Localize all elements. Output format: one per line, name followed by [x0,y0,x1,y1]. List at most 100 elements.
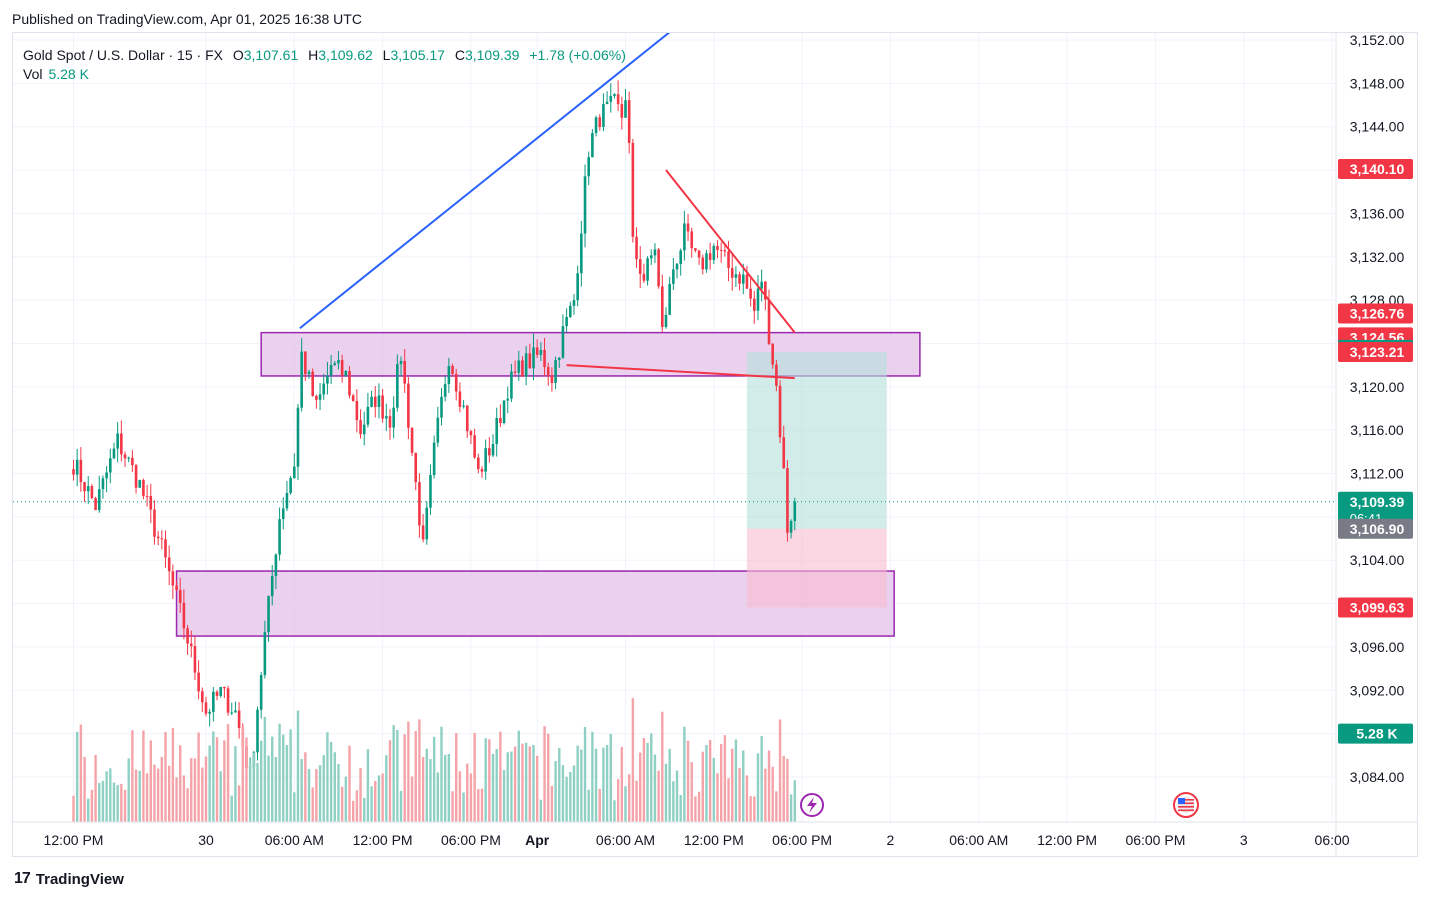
volume-bar [664,763,668,822]
candle-body [153,509,156,537]
volume-bar [561,765,565,822]
low-label: L [382,47,391,63]
lightning-event-icon[interactable] [800,793,824,817]
volume-bar [694,796,697,822]
candle-body [226,688,230,713]
price-label-badge: 3,106.90 [1338,518,1413,539]
candle-body [572,300,576,306]
candle-body [741,274,745,284]
volume-bar [443,754,447,822]
candle-body [396,364,399,408]
volume-bar [580,749,583,822]
time-tick-label: 12:00 PM [1037,832,1097,848]
candle-body [407,383,410,428]
candle-body [580,233,583,274]
candle-body [661,286,664,328]
candles [72,80,797,779]
candle-body [686,223,690,232]
candle-body [197,672,200,692]
candle-body [377,395,381,407]
price-label-text: 3,140.10 [1350,161,1405,177]
candle-body [690,231,694,249]
volume-bar [510,751,513,822]
volume-bar [576,745,579,822]
price-label-text: 5.28 K [1356,726,1397,742]
candle-body [675,263,679,270]
price-tick-label: 3,148.00 [1350,75,1405,91]
candle-body [631,142,635,237]
candle-body [315,395,318,400]
volume-bar [142,730,145,822]
candle-body [278,519,281,555]
volume-bar [657,770,660,822]
close-label: C [454,47,465,63]
rising-trendline[interactable] [299,29,674,330]
price-label-badge: 3,140.10 [1338,158,1413,179]
volume-bar [399,790,403,822]
candle-body [554,359,557,383]
footer-brand[interactable]: 17 TradingView [14,870,124,888]
volume-bar [134,769,138,822]
volume-bar [355,790,359,822]
price-tick-label: 3,132.00 [1350,249,1405,265]
volume-bar [237,785,241,822]
volume-bar [653,754,657,822]
volume-bar [701,751,704,822]
volume-bar [756,753,760,822]
volume-bar [212,731,215,822]
volume-bar [282,734,285,822]
candle-body [237,710,241,728]
volume-bar [153,764,156,822]
volume-bar [418,719,421,822]
time-tick-label: 3 [1240,832,1248,848]
price-label-text: 3,099.63 [1350,600,1405,616]
candle-body [307,371,311,375]
candle-body [528,353,532,369]
candle-body [109,458,112,473]
neckline[interactable] [566,364,795,380]
candle-body [668,283,671,315]
volume-bar [473,732,476,822]
candle-body [105,472,108,479]
candle-body [443,384,447,397]
candle-body [329,365,333,376]
volume-bar [215,737,219,822]
candle-body [775,364,778,386]
position-target-area[interactable] [746,352,887,529]
candle-body [285,492,289,509]
candle-body [263,632,267,676]
time-axis[interactable]: 12:00 PM 30 06:00 AM 12:00 PM 06:00 PM Apr 06:… [44,832,1350,848]
candle-body [296,407,300,467]
candle-body [638,259,642,274]
volume-bar [778,719,782,822]
volume-bar [414,730,417,822]
candle-body [311,371,314,396]
volume-legend: Vol 5.28 K [23,66,89,82]
volume-bar [363,797,366,822]
time-tick-label: 06:00 PM [1125,832,1185,848]
price-axis[interactable]: 3,152.003,148.003,144.003,140.003,136.00… [1338,32,1413,785]
falling-trendline[interactable] [665,169,796,334]
candle-body [79,459,83,483]
volume-bar [432,736,436,822]
volume-bar [488,739,491,822]
candle-body [145,495,149,497]
volume-bar [495,749,498,822]
position-stop-area[interactable] [746,528,887,608]
us-flag-event-icon[interactable] [1173,792,1199,818]
candle-body [782,437,786,469]
volume-bar [204,756,208,822]
volume-bar [123,789,127,822]
volume-bar [484,738,487,822]
candle-body [436,417,440,443]
candle-body [565,316,568,327]
volume-bar [421,756,425,822]
candle-body [664,314,668,328]
volume-bar [458,771,462,822]
candle-body [627,100,631,143]
volume-bar [274,757,278,822]
volume-bar [351,800,355,822]
candle-body [293,466,296,479]
volume-bar [624,786,627,822]
